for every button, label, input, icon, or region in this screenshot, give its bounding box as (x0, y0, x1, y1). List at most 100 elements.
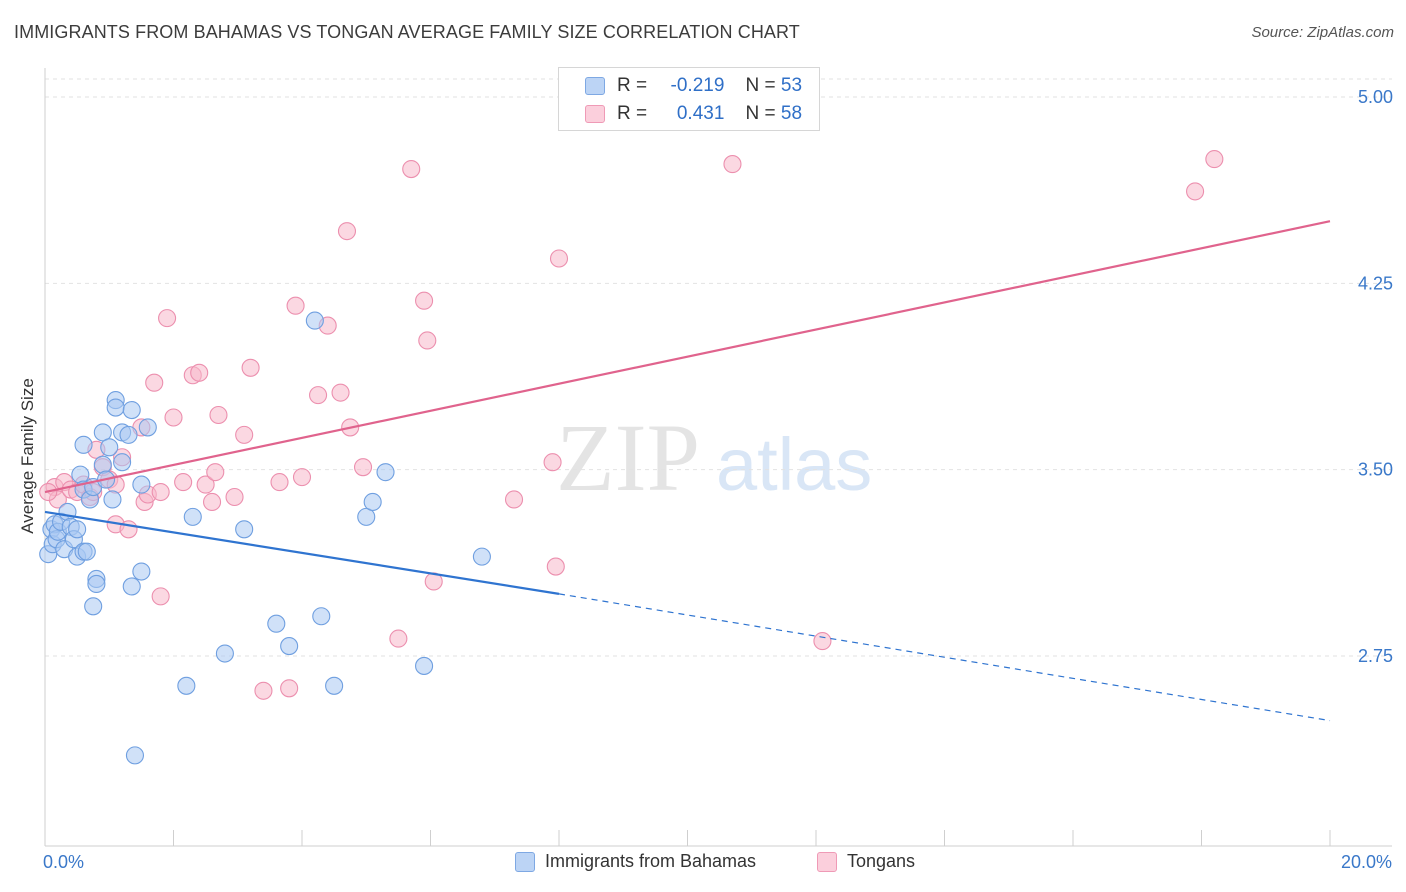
watermark-zip: ZIP (556, 404, 700, 511)
tongans-point (286, 296, 305, 315)
tongans-point (196, 475, 215, 494)
bahamas-point (100, 438, 119, 457)
bahamas-point (280, 637, 299, 656)
bahamas-point (325, 676, 344, 695)
bahamas-point (113, 453, 132, 472)
bahamas-point (77, 542, 96, 561)
bahamas-point (74, 435, 93, 454)
bahamas-point (84, 597, 103, 616)
y-tick-label: 2.75 (1358, 646, 1393, 666)
bahamas-point (119, 425, 138, 444)
bahamas-point (71, 465, 90, 484)
tongans-point (206, 463, 225, 482)
legend-r-value: -0.219 (670, 75, 725, 96)
tongans-point (1186, 182, 1205, 201)
bahamas-point (122, 577, 141, 596)
tongans-point (270, 473, 289, 492)
tongans-point (723, 155, 742, 174)
bottom-legend-label-bahamas: Immigrants from Bahamas (545, 851, 757, 871)
bahamas-point (132, 475, 151, 494)
tongans-point (145, 373, 164, 392)
tongans-point (543, 453, 562, 472)
bahamas-point (376, 463, 395, 482)
trendline-bahamas-extrapolated (558, 593, 1331, 722)
tongans-point (292, 468, 312, 487)
tongans-point (280, 679, 299, 698)
tongans-point (151, 587, 170, 606)
bahamas-point (215, 644, 234, 663)
bahamas-point (125, 746, 144, 765)
bahamas-point (472, 547, 491, 566)
correlation-legend: R = -0.219 N = 53 R = 0.431 N = 58 (558, 67, 820, 131)
tongans-point (241, 358, 260, 377)
legend-n-value: 53 (780, 75, 803, 96)
bottom-legend-swatch-bahamas (515, 851, 535, 872)
trendlines (44, 220, 1331, 722)
tongans-point (254, 681, 273, 700)
legend-r-label: R = (617, 75, 648, 96)
bahamas-point (177, 676, 196, 695)
tongans-point (415, 291, 434, 310)
bahamas-point (68, 520, 87, 539)
bahamas-point (312, 607, 331, 626)
bahamas-point (357, 507, 376, 526)
tongans-point (504, 490, 524, 509)
bahamas-point (363, 492, 382, 512)
tongans-point (203, 492, 222, 512)
tongans-point (309, 386, 328, 405)
legend-n-label: N = (745, 75, 776, 96)
tongans-point (151, 482, 170, 502)
axes (44, 68, 1392, 847)
bottom-legend-label-tongans: Tongans (847, 851, 916, 871)
tongans-point (402, 159, 421, 179)
x-tick-max: 20.0% (1340, 852, 1392, 872)
bahamas-point (235, 520, 254, 539)
legend-r-value: 0.431 (676, 103, 725, 124)
legend-row-tongans: R = 0.431 N = 58 (585, 101, 802, 127)
legend-swatch-tongans (585, 105, 605, 123)
bahamas-point (415, 656, 434, 675)
watermark-atlas: atlas (716, 423, 872, 506)
bahamas-point (183, 507, 202, 526)
tongans-point (331, 383, 350, 402)
bahamas-point (305, 311, 324, 330)
tongans-point (158, 309, 177, 328)
tongans-point (337, 222, 357, 241)
bahamas-point (93, 423, 112, 442)
trendline-bahamas (44, 510, 560, 595)
tongans-point (209, 405, 228, 425)
tongans-point (235, 425, 254, 444)
chart-title: IMMIGRANTS FROM BAHAMAS VS TONGAN AVERAG… (14, 22, 800, 42)
bahamas-point (122, 400, 141, 420)
tongans-point (1205, 150, 1224, 169)
bottom-legend-bahamas: Immigrants from Bahamas (515, 851, 756, 872)
tongans-point (549, 249, 569, 268)
tongans-point (164, 408, 183, 427)
bahamas-point (106, 398, 125, 417)
tongans-point (546, 557, 565, 576)
bahamas-point (87, 574, 106, 594)
bahamas-point (93, 455, 112, 474)
bahamas-point (58, 502, 77, 521)
bahamas-point (132, 562, 151, 581)
y-tick-label: 3.50 (1358, 460, 1393, 480)
bahamas-point (138, 418, 157, 437)
tongans-point (353, 458, 373, 477)
legend-swatch-bahamas (585, 77, 605, 95)
bahamas-point (103, 490, 122, 509)
tongans-point (813, 632, 832, 651)
tongans-point (418, 331, 437, 350)
tongans-point (389, 629, 408, 648)
y-tick-label: 5.00 (1358, 87, 1393, 107)
trendline-tongans (44, 220, 1331, 494)
x-tick-min: 0.0% (43, 852, 85, 872)
bahamas-point (267, 614, 286, 633)
legend-n-label: N = (745, 103, 776, 124)
tongans-point (174, 473, 193, 492)
bottom-legend-swatch-tongans (817, 851, 837, 872)
tick-labels: 2.75 3.50 4.25 5.00 (1358, 87, 1393, 666)
legend-row-bahamas: R = -0.219 N = 53 (585, 73, 802, 99)
legend-n-value: 58 (780, 103, 803, 124)
y-tick-label: 4.25 (1358, 273, 1393, 293)
